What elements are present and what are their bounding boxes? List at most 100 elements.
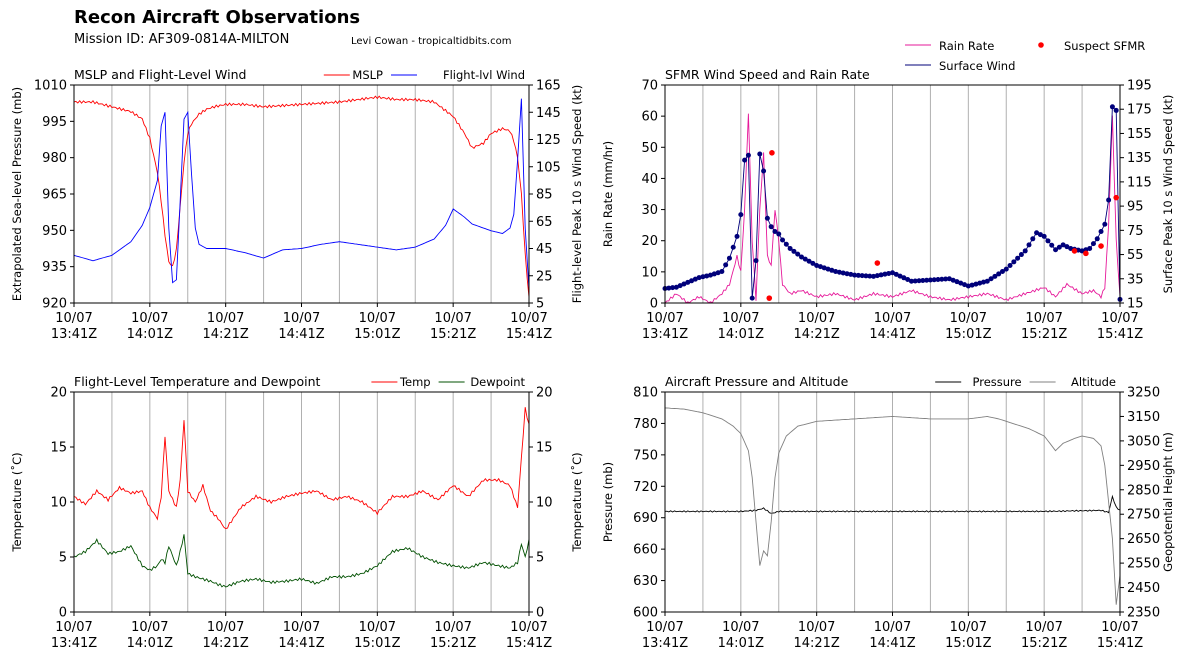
surface-wind-point (999, 269, 1005, 275)
surface-wind-point (950, 277, 956, 283)
surface-wind-point (685, 279, 691, 285)
x-tick-label-date: 10/07 (1025, 311, 1062, 326)
x-tick-label-time: 15:41Z (1097, 636, 1143, 651)
right-axis-label: Temperature (˚C) (569, 452, 584, 552)
left-tick-label: 50 (641, 141, 658, 156)
surface-wind-point (1102, 221, 1108, 227)
left-tick-label: 20 (641, 234, 658, 249)
x-tick-label-time: 13:41Z (51, 636, 97, 651)
surface-wind-point (1113, 107, 1119, 113)
credit-text: Levi Cowan - tropicaltidbits.com (351, 36, 512, 47)
surface-wind-point (981, 279, 986, 285)
left-tick-label: 600 (633, 606, 658, 621)
x-tick-label-date: 10/07 (207, 620, 244, 635)
surface-wind-point (791, 248, 797, 254)
x-tick-label-date: 10/07 (510, 620, 547, 635)
surface-wind-point (776, 231, 782, 237)
surface-wind-point (1087, 246, 1093, 251)
surface-wind-point (1034, 230, 1040, 236)
x-tick-label-time: 15:01Z (354, 327, 400, 342)
right-tick-label: 175 (1127, 103, 1152, 118)
surface-wind-point (799, 254, 804, 260)
surface-wind-point (848, 271, 854, 277)
x-tick-label-time: 14:01Z (127, 327, 173, 342)
legend-label: Flight-lvl Wind (443, 68, 525, 82)
surface-wind-point (1090, 241, 1096, 247)
left-tick-label: 935 (42, 260, 67, 275)
surface-wind-point (833, 269, 839, 275)
surface-wind-point (768, 224, 774, 230)
panel-title: Flight-Level Temperature and Dewpoint (74, 374, 321, 389)
x-tick-label-date: 10/07 (722, 620, 759, 635)
left-tick-label: 630 (633, 574, 658, 589)
left-tick-label: 0 (650, 297, 658, 312)
x-tick-label-date: 10/07 (950, 620, 987, 635)
surface-wind-point (1109, 104, 1115, 110)
surface-wind-point (984, 278, 990, 284)
series-line-rain-rate (664, 113, 1121, 304)
surface-wind-point (977, 280, 983, 286)
surface-wind-point (943, 276, 949, 282)
right-tick-label: 5 (536, 297, 544, 312)
suspect-sfmr-point (769, 150, 775, 156)
surface-wind-point (708, 272, 713, 278)
surface-wind-point (836, 269, 842, 275)
x-tick-label-time: 14:21Z (793, 636, 839, 651)
x-tick-label-time: 14:41Z (278, 636, 324, 651)
series-line-mslp (73, 95, 530, 298)
suspect-sfmr-point (874, 260, 881, 266)
x-tick-label-date: 10/07 (131, 311, 168, 326)
x-tick-label-time: 14:01Z (718, 327, 764, 342)
surface-wind-point (897, 273, 903, 279)
x-tick-label-time: 14:01Z (718, 636, 764, 651)
left-axis-label: Extrapolated Sea-level Pressure (mb) (10, 87, 24, 301)
x-tick-label-date: 10/07 (283, 620, 320, 635)
x-tick-label-time: 15:21Z (430, 327, 476, 342)
right-tick-label: 20 (536, 386, 553, 401)
right-tick-label: 95 (1127, 200, 1144, 215)
x-tick-label-time: 15:01Z (354, 636, 400, 651)
x-tick-label-date: 10/07 (510, 311, 547, 326)
right-tick-label: 3150 (1127, 410, 1160, 425)
legend-label: Suspect SFMR (1064, 39, 1145, 53)
surface-wind-point (962, 282, 968, 288)
x-tick-label-date: 10/07 (55, 311, 92, 326)
surface-wind-point (935, 277, 941, 283)
surface-wind-point (927, 277, 933, 283)
right-tick-label: 25 (536, 269, 553, 284)
right-tick-label: 2850 (1127, 483, 1160, 498)
surface-wind-point (821, 265, 827, 271)
left-tick-label: 15 (50, 441, 67, 456)
left-tick-label: 60 (641, 110, 658, 125)
left-axis-label: Pressure (mb) (601, 462, 615, 542)
right-tick-label: 3250 (1127, 386, 1160, 401)
surface-wind-point (723, 262, 729, 268)
right-tick-label: 155 (1127, 127, 1152, 142)
legend-label: Surface Wind (939, 59, 1015, 73)
panel-title: MSLP and Flight-Level Wind (74, 67, 246, 82)
suspect-sfmr-point (1071, 248, 1078, 254)
surface-wind-point (886, 270, 892, 276)
surface-wind-point (670, 285, 676, 291)
left-tick-label: 720 (633, 480, 658, 495)
right-tick-label: 55 (1127, 248, 1144, 263)
legend-label: Dewpoint (470, 375, 525, 389)
left-axis-label: Rain Rate (mm/hr) (601, 141, 615, 247)
left-tick-label: 965 (42, 188, 67, 203)
surface-wind-point (745, 152, 751, 158)
surface-wind-point (1064, 244, 1070, 250)
surface-wind-point (874, 273, 880, 279)
left-axis-label: Temperature (˚C) (9, 452, 24, 552)
surface-wind-point (817, 264, 823, 270)
surface-wind-point (878, 272, 884, 278)
series-line-dewpoint (73, 534, 530, 588)
surface-wind-point (859, 273, 865, 279)
surface-wind-point (863, 273, 869, 279)
suspect-sfmr-point (1083, 250, 1089, 257)
right-tick-label: 3050 (1127, 434, 1160, 449)
legend-label: Altitude (1071, 375, 1116, 389)
surface-wind-point (996, 271, 1002, 277)
x-tick-label-date: 10/07 (131, 620, 168, 635)
surface-wind-point (753, 258, 759, 264)
